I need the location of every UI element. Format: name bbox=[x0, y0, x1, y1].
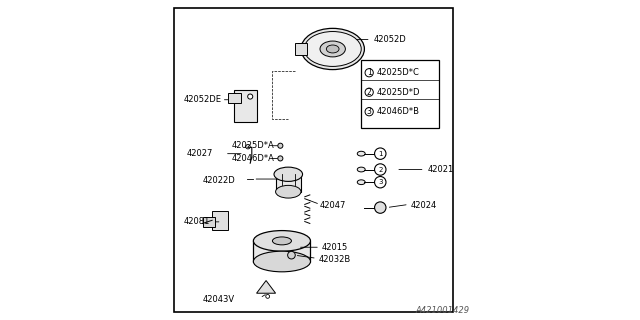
Ellipse shape bbox=[304, 32, 361, 67]
Bar bbox=[361, 60, 439, 128]
Ellipse shape bbox=[274, 167, 303, 181]
Ellipse shape bbox=[357, 151, 365, 156]
Polygon shape bbox=[257, 281, 276, 293]
Text: 2: 2 bbox=[367, 88, 372, 97]
Text: 42025D*D: 42025D*D bbox=[377, 88, 420, 97]
Text: 3: 3 bbox=[367, 107, 372, 116]
Text: 42043V: 42043V bbox=[203, 295, 235, 304]
Circle shape bbox=[374, 148, 386, 159]
Circle shape bbox=[248, 94, 253, 99]
Text: 1: 1 bbox=[367, 68, 372, 77]
Bar bbox=[203, 217, 215, 227]
Circle shape bbox=[287, 252, 295, 259]
Ellipse shape bbox=[301, 28, 364, 69]
Ellipse shape bbox=[326, 45, 339, 53]
Text: 2: 2 bbox=[378, 166, 383, 172]
Text: 42052DE: 42052DE bbox=[184, 95, 221, 104]
Circle shape bbox=[374, 177, 386, 188]
Text: A421001429: A421001429 bbox=[415, 307, 469, 316]
Ellipse shape bbox=[357, 180, 365, 185]
Ellipse shape bbox=[276, 185, 301, 198]
Text: 42052D: 42052D bbox=[374, 35, 406, 44]
Text: 42046D*B: 42046D*B bbox=[377, 107, 420, 116]
Text: 42021: 42021 bbox=[428, 165, 454, 174]
Text: 42025D*A: 42025D*A bbox=[231, 141, 274, 150]
Text: 42032B: 42032B bbox=[319, 255, 351, 264]
Circle shape bbox=[278, 156, 283, 161]
Text: 42022D: 42022D bbox=[203, 176, 236, 185]
Bar bbox=[228, 93, 241, 103]
Circle shape bbox=[365, 108, 373, 116]
Circle shape bbox=[365, 88, 373, 96]
Text: 42047: 42047 bbox=[320, 202, 346, 211]
Ellipse shape bbox=[273, 237, 291, 245]
Text: 3: 3 bbox=[378, 179, 383, 185]
Text: 42027: 42027 bbox=[187, 149, 213, 158]
Bar bbox=[276, 174, 301, 192]
Circle shape bbox=[278, 143, 283, 148]
Circle shape bbox=[266, 294, 269, 298]
Text: 42024: 42024 bbox=[410, 202, 436, 211]
Text: 42015: 42015 bbox=[321, 243, 348, 252]
Circle shape bbox=[246, 144, 250, 149]
Text: 1: 1 bbox=[378, 151, 383, 157]
FancyBboxPatch shape bbox=[174, 8, 453, 312]
Bar bbox=[234, 90, 257, 122]
Circle shape bbox=[374, 202, 386, 213]
Ellipse shape bbox=[253, 231, 310, 251]
Text: 42046D*A: 42046D*A bbox=[231, 154, 274, 163]
Circle shape bbox=[374, 164, 386, 175]
Text: 42081: 42081 bbox=[184, 217, 210, 226]
Ellipse shape bbox=[320, 41, 346, 57]
Bar bbox=[212, 211, 228, 230]
Ellipse shape bbox=[357, 167, 365, 172]
Ellipse shape bbox=[253, 251, 310, 272]
Text: 42025D*C: 42025D*C bbox=[377, 68, 420, 77]
Bar bbox=[294, 43, 307, 55]
Circle shape bbox=[365, 68, 373, 77]
Bar bbox=[253, 241, 310, 261]
